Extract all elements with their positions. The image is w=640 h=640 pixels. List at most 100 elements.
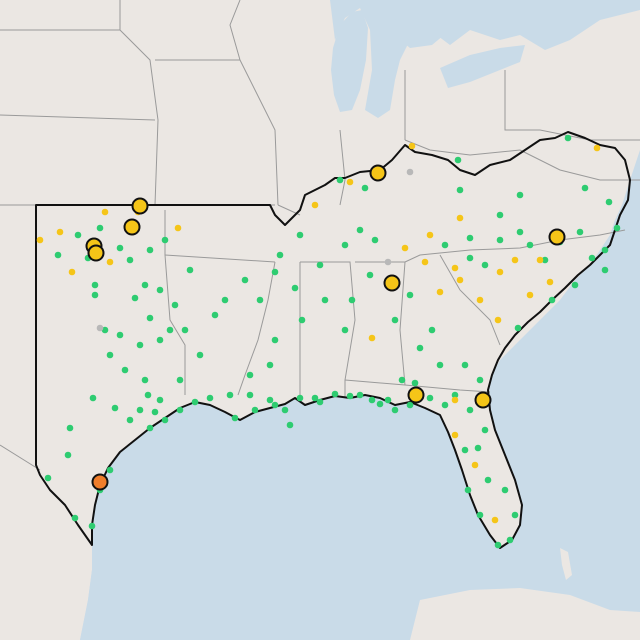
site-marker-small-green[interactable] [146,424,154,432]
site-marker-small-green[interactable] [271,268,279,276]
site-marker-small-green[interactable] [605,198,613,206]
site-marker-small-green[interactable] [466,234,474,242]
site-marker-small-gray[interactable] [96,324,104,332]
site-marker-small-green[interactable] [441,401,449,409]
site-marker-small-green[interactable] [426,394,434,402]
site-marker-small-green[interactable] [266,396,274,404]
site-marker-small-green[interactable] [106,351,114,359]
site-marker-small-yellow[interactable] [511,256,519,264]
site-marker-small-green[interactable] [356,226,364,234]
site-marker-small-green[interactable] [66,424,74,432]
site-marker-small-green[interactable] [454,156,462,164]
site-marker-small-green[interactable] [121,366,129,374]
site-marker-small-green[interactable] [406,401,414,409]
site-marker-small-green[interactable] [131,294,139,302]
site-marker-small-green[interactable] [571,281,579,289]
site-marker-small-green[interactable] [384,396,392,404]
site-marker-small-green[interactable] [276,251,284,259]
site-marker-small-green[interactable] [271,401,279,409]
site-marker-small-green[interactable] [101,326,109,334]
site-marker-large-yellow[interactable] [369,164,387,182]
site-marker-small-green[interactable] [476,511,484,519]
site-marker-small-green[interactable] [564,134,572,142]
site-marker-small-green[interactable] [474,444,482,452]
site-marker-small-gray[interactable] [406,168,414,176]
site-marker-small-green[interactable] [451,391,459,399]
site-marker-small-green[interactable] [428,326,436,334]
site-marker-small-green[interactable] [576,228,584,236]
site-marker-small-green[interactable] [246,391,254,399]
site-marker-small-yellow[interactable] [456,276,464,284]
site-marker-small-green[interactable] [126,416,134,424]
site-marker-small-yellow[interactable] [311,201,319,209]
site-marker-small-green[interactable] [391,316,399,324]
site-marker-large-yellow[interactable] [407,386,425,404]
site-marker-small-green[interactable] [74,231,82,239]
site-marker-small-yellow[interactable] [174,224,182,232]
site-marker-small-yellow[interactable] [346,178,354,186]
site-marker-small-green[interactable] [156,286,164,294]
site-marker-small-green[interactable] [166,326,174,334]
site-marker-small-green[interactable] [161,416,169,424]
site-marker-small-green[interactable] [141,376,149,384]
site-marker-small-yellow[interactable] [496,268,504,276]
site-marker-small-green[interactable] [613,224,621,232]
site-marker-small-green[interactable] [316,261,324,269]
site-marker-small-yellow[interactable] [401,244,409,252]
site-marker-small-green[interactable] [341,241,349,249]
site-marker-small-yellow[interactable] [494,316,502,324]
site-marker-small-green[interactable] [156,396,164,404]
site-marker-small-green[interactable] [146,314,154,322]
site-marker-small-green[interactable] [116,244,124,252]
site-marker-small-green[interactable] [481,261,489,269]
site-marker-small-green[interactable] [456,186,464,194]
site-marker-small-green[interactable] [321,296,329,304]
site-marker-small-yellow[interactable] [426,231,434,239]
site-marker-small-yellow[interactable] [36,236,44,244]
site-marker-small-green[interactable] [161,236,169,244]
site-marker-small-green[interactable] [466,406,474,414]
site-marker-large-yellow[interactable] [131,197,149,215]
site-marker-small-yellow[interactable] [56,228,64,236]
site-marker-small-green[interactable] [96,224,104,232]
site-marker-small-green[interactable] [136,341,144,349]
site-marker-large-orange[interactable] [91,473,109,491]
site-marker-small-green[interactable] [506,536,514,544]
site-marker-small-green[interactable] [581,184,589,192]
site-marker-small-green[interactable] [91,281,99,289]
site-marker-small-green[interactable] [64,451,72,459]
site-marker-small-green[interactable] [461,361,469,369]
site-marker-small-green[interactable] [494,541,502,549]
site-marker-small-green[interactable] [601,266,609,274]
site-marker-small-green[interactable] [588,254,596,262]
site-marker-small-green[interactable] [181,326,189,334]
site-marker-small-yellow[interactable] [451,264,459,272]
site-marker-small-yellow[interactable] [436,288,444,296]
site-marker-small-green[interactable] [54,251,62,259]
site-marker-small-green[interactable] [464,486,472,494]
site-marker-small-green[interactable] [221,296,229,304]
site-marker-small-yellow[interactable] [546,278,554,286]
site-marker-small-green[interactable] [144,391,152,399]
site-markers-large[interactable] [85,164,566,491]
site-marker-small-yellow[interactable] [471,461,479,469]
site-marker-small-yellow[interactable] [368,334,376,342]
site-marker-small-green[interactable] [156,336,164,344]
site-marker-small-green[interactable] [481,426,489,434]
site-marker-small-green[interactable] [89,394,97,402]
site-marker-small-green[interactable] [291,284,299,292]
site-marker-small-green[interactable] [146,246,154,254]
site-marker-small-green[interactable] [241,276,249,284]
site-marker-small-green[interactable] [361,184,369,192]
site-marker-small-yellow[interactable] [476,296,484,304]
site-marker-small-yellow[interactable] [68,268,76,276]
site-marker-small-green[interactable] [151,408,159,416]
site-marker-small-green[interactable] [136,406,144,414]
site-marker-small-green[interactable] [366,271,374,279]
site-marker-small-green[interactable] [336,176,344,184]
site-marker-small-green[interactable] [44,474,52,482]
site-marker-large-yellow[interactable] [383,274,401,292]
site-marker-small-green[interactable] [191,398,199,406]
